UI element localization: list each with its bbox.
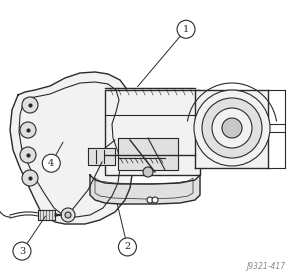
- Circle shape: [177, 20, 195, 38]
- Circle shape: [152, 197, 158, 203]
- Circle shape: [20, 147, 36, 163]
- Polygon shape: [90, 175, 200, 204]
- Text: 1: 1: [183, 25, 189, 34]
- Polygon shape: [10, 72, 132, 224]
- FancyBboxPatch shape: [105, 90, 200, 175]
- Circle shape: [22, 97, 38, 113]
- Circle shape: [194, 90, 270, 166]
- Text: J9321-417: J9321-417: [246, 262, 285, 271]
- Polygon shape: [38, 210, 55, 220]
- Circle shape: [20, 122, 36, 138]
- Text: 2: 2: [124, 242, 131, 251]
- Polygon shape: [88, 148, 115, 165]
- FancyBboxPatch shape: [195, 90, 268, 168]
- Circle shape: [13, 242, 31, 260]
- Circle shape: [147, 197, 153, 203]
- Circle shape: [143, 167, 153, 177]
- Circle shape: [22, 170, 38, 186]
- Circle shape: [65, 212, 71, 218]
- Circle shape: [61, 208, 75, 222]
- Circle shape: [222, 118, 242, 138]
- Text: 4: 4: [48, 159, 54, 168]
- Text: 3: 3: [19, 247, 25, 256]
- Circle shape: [202, 98, 262, 158]
- Circle shape: [42, 154, 60, 172]
- Polygon shape: [118, 138, 178, 170]
- Circle shape: [212, 108, 252, 148]
- Circle shape: [118, 238, 137, 256]
